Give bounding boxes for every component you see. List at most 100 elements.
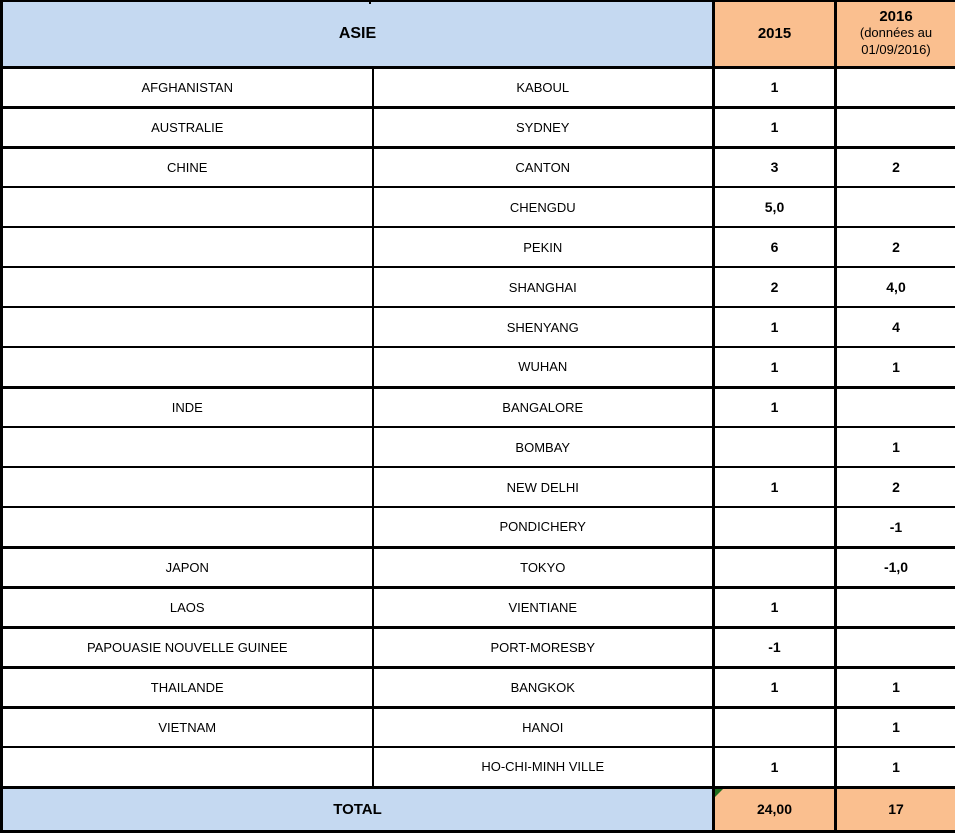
value-2016-cell[interactable]: 2: [836, 227, 955, 267]
value-2015-cell[interactable]: 1: [714, 67, 836, 107]
country-cell[interactable]: LAOS: [2, 587, 373, 627]
value-2016-cell[interactable]: -1,0: [836, 547, 955, 587]
value-2015-cell[interactable]: 3: [714, 147, 836, 187]
country-cell[interactable]: [2, 507, 373, 547]
value-2016-cell[interactable]: 1: [836, 427, 955, 467]
country-cell[interactable]: [2, 187, 373, 227]
value-2016-cell[interactable]: 4: [836, 307, 955, 347]
value-2015-cell[interactable]: 5,0: [714, 187, 836, 227]
table-footer: TOTAL 24,00 17: [2, 787, 955, 831]
city-cell[interactable]: KABOUL: [373, 67, 714, 107]
total-2015-cell[interactable]: 24,00: [714, 787, 836, 831]
value-2015-cell[interactable]: [714, 427, 836, 467]
city-cell[interactable]: PORT-MORESBY: [373, 627, 714, 667]
total-label-cell[interactable]: TOTAL: [2, 787, 714, 831]
city-cell[interactable]: TOKYO: [373, 547, 714, 587]
value-2015-cell[interactable]: [714, 547, 836, 587]
value-2015-cell[interactable]: -1: [714, 627, 836, 667]
country-cell[interactable]: [2, 267, 373, 307]
city-cell[interactable]: HANOI: [373, 707, 714, 747]
value-2015-cell[interactable]: 1: [714, 307, 836, 347]
total-2016-cell[interactable]: 17: [836, 787, 955, 831]
country-cell[interactable]: VIETNAM: [2, 707, 373, 747]
city-cell[interactable]: CHENGDU: [373, 187, 714, 227]
value-2015-cell[interactable]: 1: [714, 467, 836, 507]
value-2016-cell[interactable]: [836, 67, 955, 107]
country-cell[interactable]: THAILANDE: [2, 667, 373, 707]
error-indicator-icon: [715, 789, 723, 797]
city-cell[interactable]: NEW DELHI: [373, 467, 714, 507]
value-2015-cell[interactable]: 1: [714, 387, 836, 427]
city-cell[interactable]: PEKIN: [373, 227, 714, 267]
value-2015-cell[interactable]: 1: [714, 747, 836, 787]
city-cell[interactable]: CANTON: [373, 147, 714, 187]
value-2015-cell[interactable]: 2: [714, 267, 836, 307]
city-cell[interactable]: SHANGHAI: [373, 267, 714, 307]
header-row: ASIE 2015 2016 (données au 01/09/2016): [2, 1, 955, 67]
value-2016-cell[interactable]: 1: [836, 347, 955, 387]
value-2016-cell[interactable]: [836, 387, 955, 427]
city-cell[interactable]: WUHAN: [373, 347, 714, 387]
city-cell[interactable]: BANGALORE: [373, 387, 714, 427]
country-cell[interactable]: AUSTRALIE: [2, 107, 373, 147]
value-2016-cell[interactable]: 4,0: [836, 267, 955, 307]
value-2015-cell[interactable]: [714, 507, 836, 547]
country-cell[interactable]: [2, 307, 373, 347]
value-2016-cell[interactable]: -1: [836, 507, 955, 547]
city-cell[interactable]: SYDNEY: [373, 107, 714, 147]
city-cell[interactable]: VIENTIANE: [373, 587, 714, 627]
value-2016-cell[interactable]: 2: [836, 467, 955, 507]
value-2016-cell[interactable]: 1: [836, 667, 955, 707]
total-2015-value: 24,00: [757, 801, 792, 817]
year-2015-header-cell[interactable]: 2015: [714, 1, 836, 67]
table-header: ASIE 2015 2016 (données au 01/09/2016): [2, 1, 955, 67]
region-header-cell[interactable]: ASIE: [2, 1, 714, 67]
value-2015-cell[interactable]: 1: [714, 587, 836, 627]
value-2015-cell[interactable]: 1: [714, 347, 836, 387]
city-cell[interactable]: BOMBAY: [373, 427, 714, 467]
country-cell[interactable]: CHINE: [2, 147, 373, 187]
country-cell[interactable]: [2, 747, 373, 787]
city-cell[interactable]: PONDICHERY: [373, 507, 714, 547]
year-2016-header-cell[interactable]: 2016 (données au 01/09/2016): [836, 1, 955, 67]
city-cell[interactable]: BANGKOK: [373, 667, 714, 707]
value-2016-cell[interactable]: [836, 587, 955, 627]
country-cell[interactable]: [2, 427, 373, 467]
total-row: TOTAL 24,00 17: [2, 787, 955, 831]
value-2016-cell[interactable]: [836, 627, 955, 667]
city-cell[interactable]: HO-CHI-MINH VILLE: [373, 747, 714, 787]
value-2015-cell[interactable]: 1: [714, 667, 836, 707]
value-2016-cell[interactable]: 2: [836, 147, 955, 187]
value-2015-cell[interactable]: [714, 707, 836, 747]
value-2015-cell[interactable]: 1: [714, 107, 836, 147]
country-cell[interactable]: [2, 347, 373, 387]
value-2016-cell[interactable]: [836, 187, 955, 227]
country-cell[interactable]: JAPON: [2, 547, 373, 587]
value-2016-cell[interactable]: 1: [836, 747, 955, 787]
year-2016-label: 2016: [837, 8, 955, 25]
country-cell[interactable]: [2, 227, 373, 267]
value-2015-cell[interactable]: 6: [714, 227, 836, 267]
country-cell[interactable]: [2, 467, 373, 507]
country-cell[interactable]: INDE: [2, 387, 373, 427]
value-2016-cell[interactable]: 1: [836, 707, 955, 747]
city-cell[interactable]: SHENYANG: [373, 307, 714, 347]
country-cell[interactable]: AFGHANISTAN: [2, 67, 373, 107]
country-cell[interactable]: PAPOUASIE NOUVELLE GUINEE: [2, 627, 373, 667]
value-2016-cell[interactable]: [836, 107, 955, 147]
